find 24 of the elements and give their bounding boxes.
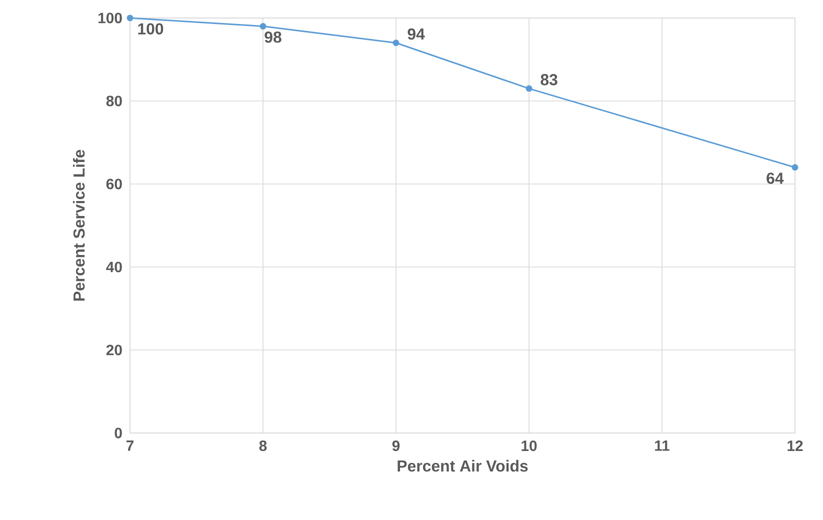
point [392, 40, 400, 46]
data-label: 98 [264, 31, 282, 43]
x-axis-title: Percent Air Voids [398, 460, 528, 472]
x-tick-label: 8 [259, 440, 267, 452]
data-label: 100 [138, 23, 164, 34]
x-tick-label: 7 [126, 440, 134, 451]
point [260, 23, 266, 30]
x-tick-label: 12 [788, 440, 803, 451]
y-tick-label: 100 [98, 12, 122, 24]
x-tick-label: 10 [522, 440, 537, 452]
y-tick-label: 0 [114, 428, 122, 438]
x-tick-label: 11 [655, 440, 670, 451]
y-axis-title: Percent Service Life [73, 150, 85, 301]
point [526, 85, 532, 92]
point [792, 164, 798, 171]
data-label: 83 [540, 74, 558, 86]
y-tick-label: 20 [106, 344, 122, 356]
y-tick-label: 40 [106, 262, 122, 272]
y-tick-label: 60 [106, 178, 122, 190]
data-label: 94 [408, 28, 425, 40]
y-tick-label: 80 [106, 96, 122, 106]
point [126, 14, 134, 22]
x-tick-label: 9 [392, 440, 400, 452]
data-label: 64 [766, 172, 784, 184]
